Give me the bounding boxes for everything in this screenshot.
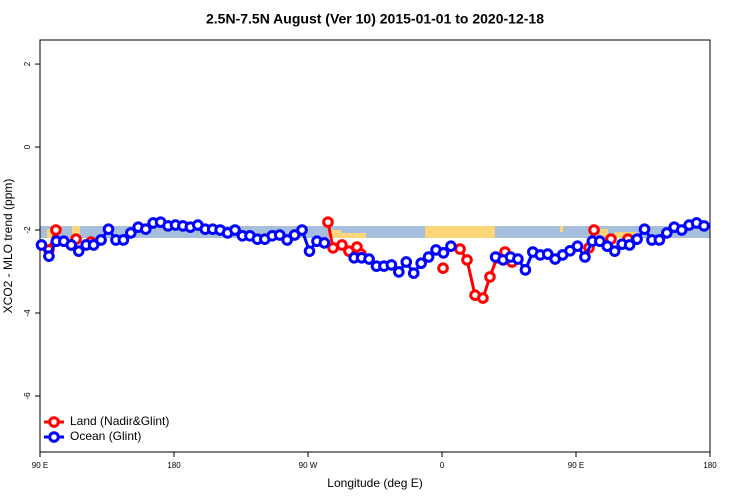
data-point bbox=[288, 229, 301, 241]
x-tick-label: 90 E bbox=[32, 461, 48, 470]
data-point bbox=[318, 237, 331, 249]
data-point bbox=[139, 223, 152, 235]
data-point bbox=[608, 245, 621, 257]
data-point bbox=[117, 234, 130, 246]
data-point bbox=[623, 239, 636, 251]
data-point bbox=[303, 245, 316, 257]
data-point bbox=[363, 253, 375, 265]
data-point bbox=[87, 239, 100, 251]
data-point bbox=[415, 257, 427, 270]
land-patch bbox=[329, 230, 341, 238]
data-point bbox=[445, 240, 457, 253]
land-patch bbox=[600, 229, 608, 238]
data-point bbox=[461, 254, 473, 266]
y-axis-label: XCO2 - MLO trend (ppm) bbox=[1, 179, 15, 314]
data-point bbox=[229, 224, 241, 236]
data-point bbox=[579, 251, 591, 263]
y-tick-label: 0 bbox=[23, 144, 32, 149]
data-point bbox=[541, 248, 554, 260]
data-point bbox=[273, 229, 286, 241]
data-point bbox=[336, 239, 348, 251]
data-point bbox=[43, 250, 55, 262]
data-point bbox=[588, 224, 600, 236]
data-point bbox=[400, 256, 413, 268]
x-axis-label: Longitude (deg E) bbox=[327, 476, 422, 490]
x-tick-label: 90 E bbox=[568, 461, 584, 470]
x-tick-label: 90 W bbox=[299, 461, 318, 470]
legend-marker bbox=[48, 416, 60, 428]
data-point bbox=[601, 240, 614, 253]
y-tick-label: -6 bbox=[23, 392, 32, 400]
land-patch bbox=[560, 226, 563, 232]
data-point bbox=[675, 224, 688, 236]
legend-label: Ocean (Glint) bbox=[70, 429, 141, 443]
data-point bbox=[72, 245, 85, 257]
land-patch bbox=[47, 229, 53, 238]
data-point bbox=[698, 220, 710, 232]
data-point bbox=[571, 240, 584, 253]
data-point bbox=[95, 234, 107, 246]
data-point bbox=[125, 227, 137, 239]
x-tick-label: 0 bbox=[440, 461, 445, 470]
data-point bbox=[437, 247, 450, 259]
data-point bbox=[407, 267, 420, 279]
chart-title: 2.5N-7.5N August (Ver 10) 2015-01-01 to … bbox=[206, 11, 544, 27]
data-point bbox=[322, 216, 334, 228]
data-point bbox=[653, 234, 666, 246]
data-point bbox=[477, 292, 489, 304]
land-patch bbox=[425, 226, 495, 238]
data-point bbox=[393, 266, 405, 278]
data-point bbox=[65, 239, 78, 251]
data-point bbox=[281, 234, 293, 246]
data-point bbox=[296, 224, 308, 236]
data-point bbox=[519, 264, 532, 276]
data-point bbox=[454, 243, 466, 255]
data-point bbox=[102, 223, 115, 235]
data-point bbox=[594, 235, 606, 248]
data-point bbox=[385, 259, 398, 271]
data-point bbox=[661, 227, 673, 239]
legend-label: Land (Nadir&Glint) bbox=[70, 414, 169, 428]
data-point bbox=[35, 239, 48, 251]
data-point bbox=[422, 251, 435, 263]
x-tick-label: 180 bbox=[703, 461, 717, 470]
y-tick-label: -2 bbox=[23, 226, 32, 234]
y-tick-label: 2 bbox=[23, 61, 32, 66]
data-point bbox=[631, 233, 643, 245]
legend-marker bbox=[48, 431, 60, 443]
data-point bbox=[638, 223, 651, 235]
data-point bbox=[512, 253, 524, 265]
data-point bbox=[50, 224, 62, 236]
y-tick-label: -4 bbox=[23, 309, 32, 317]
land-patch bbox=[341, 233, 366, 238]
data-point bbox=[327, 242, 339, 254]
data-point bbox=[484, 271, 496, 283]
data-point bbox=[437, 262, 449, 274]
x-tick-label: 180 bbox=[167, 461, 181, 470]
land-patch bbox=[72, 226, 80, 238]
